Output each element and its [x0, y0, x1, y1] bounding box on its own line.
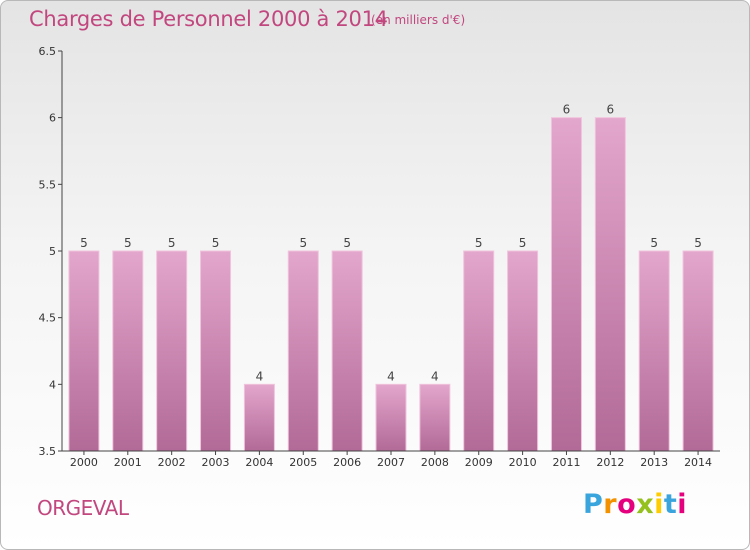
- x-tick-label: 2006: [333, 456, 361, 469]
- x-tick-label: 2005: [289, 456, 317, 469]
- y-tick-label: 5.5: [39, 178, 57, 191]
- x-tick-label: 2001: [114, 456, 142, 469]
- bars: 5 5 5 5 4 5 5 4 4 5 5 6 6 5 5: [68, 103, 714, 452]
- x-tick-label: 2012: [596, 456, 624, 469]
- bar-2002: [156, 250, 188, 452]
- x-tick-label: 2010: [509, 456, 537, 469]
- x-tick-label: 2002: [158, 456, 186, 469]
- y-tick-label: 6.5: [39, 45, 57, 58]
- x-tick-label: 2013: [640, 456, 668, 469]
- bar-value-label: 6: [607, 103, 615, 117]
- bar-value-label: 5: [212, 236, 220, 250]
- bar-value-label: 5: [124, 236, 132, 250]
- chart-subtitle: (en milliers d'€): [371, 13, 466, 27]
- bar-value-label: 5: [343, 236, 351, 250]
- x-tick-label: 2014: [684, 456, 712, 469]
- logo-letter: o: [617, 489, 637, 520]
- x-tick-label: 2003: [202, 456, 230, 469]
- bar-2003: [200, 250, 232, 452]
- bar-2004: [243, 383, 275, 452]
- x-tick-label: 2011: [552, 456, 580, 469]
- bar-2007: [375, 383, 407, 452]
- bar-value-label: 5: [694, 236, 702, 250]
- x-axis: 2000 2001 2002 2003 2004 2005 2006 2007 2008 2009…: [62, 450, 720, 469]
- bar-2001: [112, 250, 144, 452]
- logo-letter: r: [603, 489, 618, 520]
- bar-2006: [331, 250, 363, 452]
- bar-2012: [594, 117, 626, 452]
- bar-2013: [638, 250, 670, 452]
- bar-value-label: 4: [387, 369, 395, 383]
- x-tick-label: 2004: [245, 456, 273, 469]
- bar-2010: [507, 250, 539, 452]
- bar-2005: [287, 250, 319, 452]
- bar-value-label: 4: [431, 369, 439, 383]
- bar-2009: [463, 250, 495, 452]
- bar-value-label: 4: [256, 369, 264, 383]
- logo-letter: P: [583, 489, 604, 520]
- chart-title: Charges de Personnel 2000 à 2014: [29, 7, 388, 31]
- y-tick-label: 5: [49, 245, 56, 258]
- bar-2008: [419, 383, 451, 452]
- proxiti-logo: Proxiti: [583, 489, 687, 520]
- commune-name: ORGEVAL: [37, 496, 129, 520]
- y-tick-label: 4.5: [39, 312, 57, 325]
- logo-letter: t: [663, 489, 678, 520]
- logo-letter: i: [677, 489, 688, 520]
- x-tick-label: 2008: [421, 456, 449, 469]
- logo-letter: x: [636, 489, 655, 520]
- bar-2014: [682, 250, 714, 452]
- bar-value-label: 5: [168, 236, 176, 250]
- bar-2011: [550, 117, 582, 452]
- bar-2000: [68, 250, 100, 452]
- bar-value-label: 6: [563, 103, 571, 117]
- y-tick-label: 4: [49, 378, 56, 391]
- x-tick-label: 2009: [465, 456, 493, 469]
- bar-value-label: 5: [475, 236, 483, 250]
- bar-value-label: 5: [299, 236, 307, 250]
- bar-value-label: 5: [80, 236, 88, 250]
- y-axis: 3.5 4 4.5 5 5.5 6 6.5: [39, 45, 63, 458]
- logo-letter: i: [654, 489, 664, 520]
- y-tick-label: 6: [49, 112, 56, 125]
- bar-value-label: 5: [519, 236, 527, 250]
- y-tick-label: 3.5: [39, 445, 57, 458]
- x-tick-label: 2000: [70, 456, 98, 469]
- bar-value-label: 5: [650, 236, 658, 250]
- x-tick-label: 2007: [377, 456, 405, 469]
